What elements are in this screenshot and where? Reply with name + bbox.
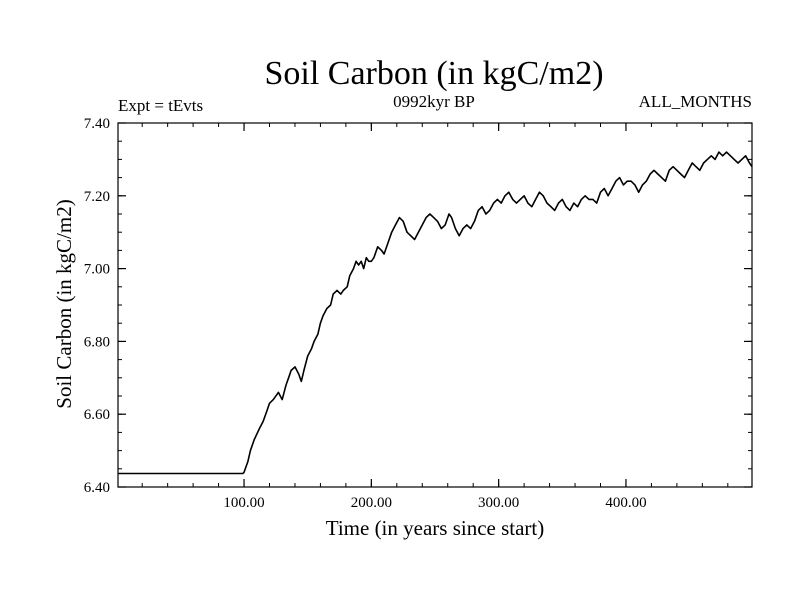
months-label: ALL_MONTHS xyxy=(639,92,752,111)
experiment-label: Expt = tEvts xyxy=(118,96,203,115)
y-tick-label: 7.00 xyxy=(84,262,110,278)
data-series xyxy=(118,151,753,475)
period-label: 0992kyr BP xyxy=(393,92,475,111)
y-tick-label: 7.40 xyxy=(84,116,110,132)
x-tick-label: 400.00 xyxy=(605,495,646,511)
y-tick-label: 6.40 xyxy=(84,480,110,496)
plot-frame xyxy=(117,122,753,488)
x-tick-label: 200.00 xyxy=(351,495,392,511)
y-axis-label: Soil Carbon (in kgC/m2) xyxy=(52,199,76,408)
tick-labels: 100.00 200.00 300.00 400.00 6.40 6.60 6.80 7.00… xyxy=(84,116,647,511)
y-tick-label: 7.20 xyxy=(84,189,110,205)
y-tick-label: 6.80 xyxy=(84,334,110,350)
x-tick-label: 300.00 xyxy=(478,495,519,511)
x-tick-label: 100.00 xyxy=(223,495,264,511)
chart-title: Soil Carbon (in kgC/m2) xyxy=(264,55,603,92)
x-axis-label: Time (in years since start) xyxy=(326,516,545,540)
y-tick-label: 6.60 xyxy=(84,407,110,423)
series-line-soil-carbon xyxy=(118,151,753,475)
